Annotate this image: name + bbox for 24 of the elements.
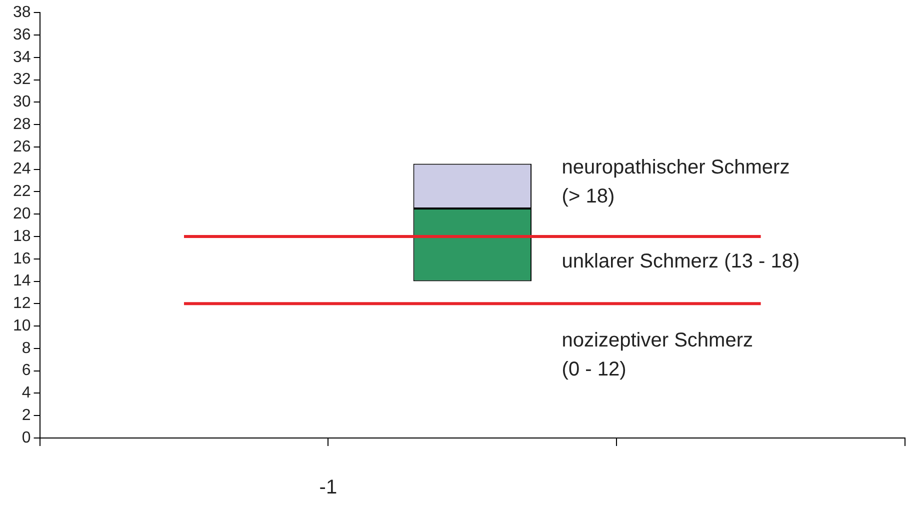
y-tick-label: 24 <box>13 160 31 178</box>
y-tick-label: 10 <box>13 317 31 334</box>
y-tick-label: 2 <box>22 407 31 424</box>
y-tick-label: 14 <box>13 272 31 290</box>
y-tick-label: 28 <box>13 116 31 133</box>
annotation: nozizeptiver Schmerz (0 - 12) <box>562 330 753 381</box>
y-tick-label: 20 <box>13 206 31 223</box>
y-tick-label: 4 <box>22 384 31 402</box>
text: -1 <box>319 476 338 499</box>
y-tick-label: 36 <box>13 26 31 44</box>
y-tick-label: 26 <box>13 138 31 156</box>
y-tick-label: 38 <box>13 4 31 22</box>
y-tick-label: 12 <box>13 295 31 312</box>
y-tick-label: 8 <box>22 340 31 357</box>
y-tick-label: 6 <box>22 362 31 380</box>
y-tick-label: 0 <box>22 429 31 446</box>
y-tick-label: 32 <box>13 71 31 88</box>
y-tick-label: 34 <box>13 48 31 66</box>
y-tick-label: 18 <box>13 228 31 245</box>
y-tick-label: 16 <box>13 250 31 268</box>
annotation: unklarer Schmerz (13 - 18) <box>562 250 800 273</box>
annotation: neuropathischer Schmerz (> 18) <box>562 156 790 208</box>
y-tick-label: 30 <box>13 94 31 111</box>
y-tick-label: 22 <box>13 183 31 200</box>
